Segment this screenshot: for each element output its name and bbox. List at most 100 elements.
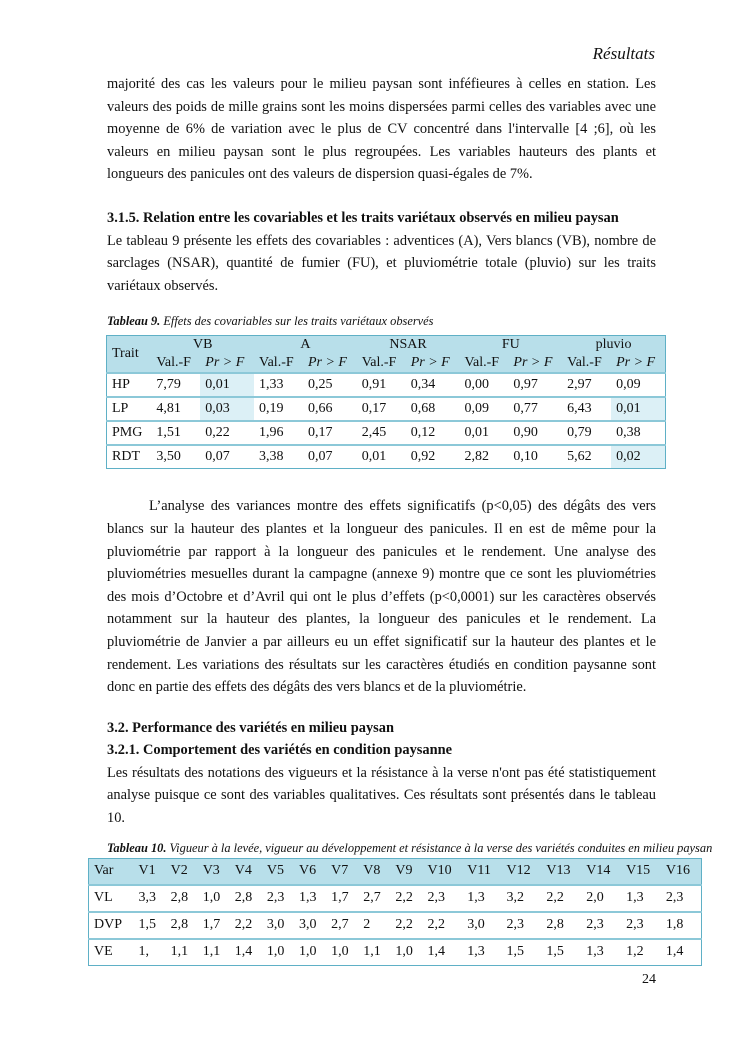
row-label: DVP xyxy=(88,910,134,939)
header-group: pluvio xyxy=(562,335,666,355)
table-cell: 1,2 xyxy=(621,937,661,966)
table-cell: 3,50 xyxy=(151,444,201,469)
table-cell: 0,22 xyxy=(200,420,255,446)
table-cell: 0,38 xyxy=(611,420,666,446)
table9-caption: Tableau 9. Effets des covariables sur le… xyxy=(107,313,656,329)
table-subheader-row: Val.-F Pr > F Val.-F Pr > F Val.-F Pr > F Val.… xyxy=(107,354,666,374)
table-cell: 1,1 xyxy=(358,937,391,966)
table-cell: 0,90 xyxy=(508,420,563,446)
table-cell: 2,8 xyxy=(165,883,198,912)
table-cell: 2,3 xyxy=(581,910,622,939)
paragraph-table10-intro: Les résultats des notations des vigueurs… xyxy=(107,762,656,830)
page-number: 24 xyxy=(642,971,656,987)
table-cell: 3,0 xyxy=(261,910,295,939)
table-cell: 2,0 xyxy=(581,883,622,912)
cell-trait: LP xyxy=(106,396,152,422)
paragraph-cv: majorité des cas les valeurs pour le mil… xyxy=(107,73,656,186)
table-cell: 1,0 xyxy=(326,937,359,966)
table-cell: 2,3 xyxy=(660,883,702,912)
table-cell: 3,0 xyxy=(294,910,327,939)
table-cell: 7,79 xyxy=(151,372,201,398)
table-cell: 1,4 xyxy=(660,937,702,966)
table-cell: 0,12 xyxy=(405,420,460,446)
header-sub: Val.-F xyxy=(356,354,406,374)
table-header-row: Trait VB A NSAR FU pluvio xyxy=(106,335,666,374)
page-content: majorité des cas les valeurs pour le mil… xyxy=(88,73,712,1018)
cell-trait: HP xyxy=(106,372,152,398)
table-cell: 1,1 xyxy=(197,937,230,966)
table-cell: 0,79 xyxy=(562,420,612,446)
table-cell: 1,3 xyxy=(294,883,327,912)
table-cell: 2,2 xyxy=(422,910,463,939)
header-sub: Val.-F xyxy=(562,354,612,374)
table-cell: 2,8 xyxy=(229,883,262,912)
table-cell: 0,07 xyxy=(302,444,357,469)
header-cell: V11 xyxy=(462,858,502,885)
table10-caption: Tableau 10. Vigueur à la levée, vigueur … xyxy=(107,840,717,856)
table-cell: 2,97 xyxy=(562,372,612,398)
table-row: RDT 3,50 0,07 3,38 0,07 0,01 0,92 2,82 0,10 5,62 0… xyxy=(106,444,666,469)
table-cell: 0,34 xyxy=(405,372,460,398)
table-cell: 1,3 xyxy=(621,883,661,912)
table-cell: 1, xyxy=(133,937,166,966)
table-cell: 2,8 xyxy=(165,910,198,939)
table-cell: 1,8 xyxy=(660,910,702,939)
table-cell: 1,0 xyxy=(294,937,327,966)
table-cell: 0,09 xyxy=(611,372,666,398)
section-heading-3-2-1: 3.2.1. Comportement des variétés en cond… xyxy=(107,742,452,759)
table-cell: 1,5 xyxy=(501,937,542,966)
header-cell: V16 xyxy=(660,858,702,885)
table-9: Trait VB A NSAR FU pluvio Val.-F Pr > F Val.-F Pr… xyxy=(106,335,666,470)
table-cell: 2,3 xyxy=(422,883,463,912)
table-cell: 1,33 xyxy=(254,372,303,398)
table-cell: 1,7 xyxy=(326,883,359,912)
table-cell: 0,25 xyxy=(302,372,357,398)
table-cell: 4,81 xyxy=(151,396,201,422)
table-cell: 0,10 xyxy=(508,444,563,469)
table-cell: 3,0 xyxy=(462,910,502,939)
table-cell: 1,3 xyxy=(462,937,502,966)
header-group: NSAR xyxy=(356,335,460,355)
table-cell: 0,97 xyxy=(508,372,563,398)
header-cell: V2 xyxy=(165,858,198,885)
table-cell: 1,5 xyxy=(133,910,166,939)
cell-trait: RDT xyxy=(106,444,152,469)
table-cell: 0,19 xyxy=(254,396,303,422)
header-cell: V15 xyxy=(621,858,661,885)
table-cell: 1,0 xyxy=(197,883,230,912)
table-cell: 2,8 xyxy=(541,910,582,939)
header-sub: Pr > F xyxy=(508,354,563,374)
table-cell: 0,02 xyxy=(611,444,666,469)
table-cell: 1,3 xyxy=(581,937,622,966)
header-sub: Val.-F xyxy=(254,354,303,374)
table-cell: 0,66 xyxy=(302,396,357,422)
table-cell: 2,7 xyxy=(358,883,391,912)
table-cell: 0,17 xyxy=(302,420,357,446)
row-label: VL xyxy=(88,883,134,912)
table-cell: 0,91 xyxy=(356,372,406,398)
header-group: FU xyxy=(459,335,563,355)
table-row: DVP 1,5 2,8 1,7 2,2 3,0 3,0 2,7 2 2,2 2,2 3,0 2,3 2,8… xyxy=(88,910,702,939)
header-cell: V13 xyxy=(541,858,582,885)
paragraph-text: majorité des cas les valeurs pour le mil… xyxy=(107,76,656,183)
table-cell: 0,01 xyxy=(611,396,666,422)
header-sub: Pr > F xyxy=(200,354,255,374)
table-cell: 0,01 xyxy=(356,444,406,469)
table-cell: 2,3 xyxy=(501,910,542,939)
table-cell: 1,5 xyxy=(541,937,582,966)
table-cell: 0,92 xyxy=(405,444,460,469)
table-cell: 5,62 xyxy=(562,444,612,469)
header-cell: V12 xyxy=(501,858,542,885)
table-row: VE 1, 1,1 1,1 1,4 1,0 1,0 1,0 1,1 1,0 1,4 1,3 1,5 1,5… xyxy=(88,937,702,966)
table-cell: 3,3 xyxy=(133,883,166,912)
header-cell: V5 xyxy=(261,858,295,885)
caption-label: Tableau 10. xyxy=(107,840,167,855)
header-sub: Val.-F xyxy=(459,354,509,374)
table-cell: 0,01 xyxy=(459,420,509,446)
table-cell: 0,03 xyxy=(200,396,255,422)
header-cell: V1 xyxy=(133,858,166,885)
table-row: HP 7,79 0,01 1,33 0,25 0,91 0,34 0,00 0,97 2,97 0,… xyxy=(106,372,666,398)
header-cell: Var xyxy=(88,858,134,885)
caption-text: Vigueur à la levée, vigueur au développe… xyxy=(166,840,713,855)
table-cell: 1,51 xyxy=(151,420,201,446)
